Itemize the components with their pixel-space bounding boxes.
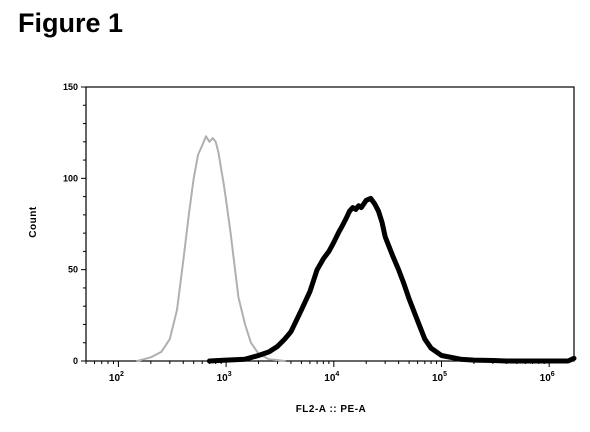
x-tick-label: 105 — [432, 371, 447, 384]
x-tick-label: 102 — [109, 371, 124, 384]
x-axis-ticks: 102 103 104 105 106 — [85, 361, 555, 384]
histogram-series-2 — [206, 195, 577, 364]
y-tick-label: 0 — [73, 356, 78, 366]
x-tick-label: 106 — [540, 371, 555, 384]
histogram-series-1 — [136, 135, 286, 362]
x-tick-label: 103 — [217, 371, 232, 384]
plot-frame — [85, 86, 575, 362]
y-tick-label: 100 — [63, 173, 78, 183]
y-tick-label: 50 — [68, 265, 78, 275]
y-tick-label: 150 — [63, 82, 78, 92]
x-tick-label: 104 — [324, 371, 339, 384]
y-axis-label: Count — [28, 206, 39, 238]
figure-title: Figure 1 — [18, 8, 124, 38]
y-axis-ticks: 0 50 100 150 — [63, 82, 86, 366]
series-layer — [136, 135, 577, 364]
x-axis-label: FL2-A :: PE-A — [296, 404, 367, 415]
plot-border — [85, 86, 575, 362]
